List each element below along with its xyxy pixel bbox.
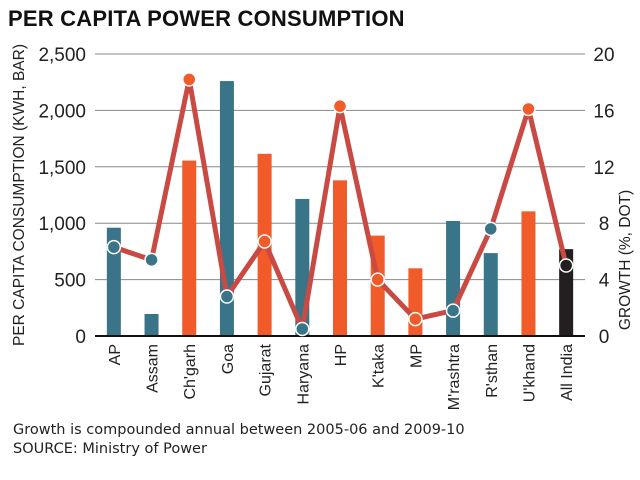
- y-tick-label: 1,000: [38, 214, 86, 235]
- x-tick-label: Haryana: [295, 344, 312, 405]
- growth-dot-Ch'garh: [181, 72, 197, 87]
- growth-dot-Assam: [144, 252, 159, 268]
- x-tick-label: All India: [559, 344, 576, 401]
- y-tick-label: 500: [54, 271, 86, 292]
- bar-M'rashtra: [446, 220, 461, 336]
- x-tick-label: Goa: [220, 344, 237, 374]
- growth-dot-M'rashtra: [445, 303, 461, 318]
- footnote: Growth is compounded annual between 2005…: [13, 422, 465, 438]
- growth-dot-K'taka: [370, 272, 385, 287]
- y-axis-label: PER CAPITA CONSUMPTION (KWH, BAR): [11, 44, 28, 346]
- y2-tick-label: 20: [593, 45, 614, 66]
- x-tick-label: R'sthan: [484, 344, 501, 398]
- x-tick-label: U'khand: [521, 344, 538, 402]
- y2-tick-label: 16: [593, 101, 614, 122]
- bar-HP: [333, 180, 347, 336]
- growth-dot-Haryana: [295, 321, 310, 337]
- y-tick-label: 1,500: [38, 158, 86, 179]
- x-tick-label: M'rashtra: [446, 344, 463, 410]
- x-tick-label: HP: [333, 344, 350, 366]
- growth-dot-MP: [408, 311, 423, 327]
- growth-dot-AP: [106, 239, 122, 255]
- growth-dot-All India: [558, 258, 574, 273]
- bar-U'khand: [521, 211, 536, 336]
- growth-dot-U'khand: [521, 101, 536, 117]
- y2-tick-label: 12: [593, 158, 614, 179]
- growth-dot-Goa: [219, 289, 235, 304]
- x-tick-label: K'taka: [371, 344, 388, 388]
- bar-Assam: [144, 314, 159, 336]
- growth-dot-Gujarat: [257, 234, 272, 249]
- y2-tick-label: 8: [599, 214, 610, 235]
- bar-Ch'garh: [182, 160, 197, 336]
- growth-dot-HP: [332, 98, 348, 114]
- x-tick-label: Assam: [145, 344, 162, 393]
- x-tick-label: AP: [107, 344, 124, 365]
- y-tick-label: 2,000: [38, 101, 86, 122]
- x-tick-label: MP: [408, 344, 425, 368]
- y2-tick-label: 4: [599, 271, 610, 292]
- x-tick-label: Gujarat: [258, 343, 275, 396]
- bar-AP: [106, 227, 121, 336]
- bar-R'sthan: [483, 253, 498, 336]
- chart-title: PER CAPITA POWER CONSUMPTION: [8, 6, 405, 31]
- y-tick-label: 0: [75, 327, 86, 348]
- y2-axis-label: GROWTH (%, DOT): [617, 190, 634, 330]
- y2-tick-label: 0: [599, 327, 610, 348]
- source: SOURCE: Ministry of Power: [13, 441, 207, 457]
- y-tick-label: 2,500: [38, 45, 86, 66]
- growth-dot-R'sthan: [483, 221, 499, 237]
- chart: 0 500 1,000 1,500 2,000 2,500 0 4 8 12 16 20 PER CAP…: [11, 44, 634, 410]
- x-tick-label: Ch'garh: [182, 344, 199, 400]
